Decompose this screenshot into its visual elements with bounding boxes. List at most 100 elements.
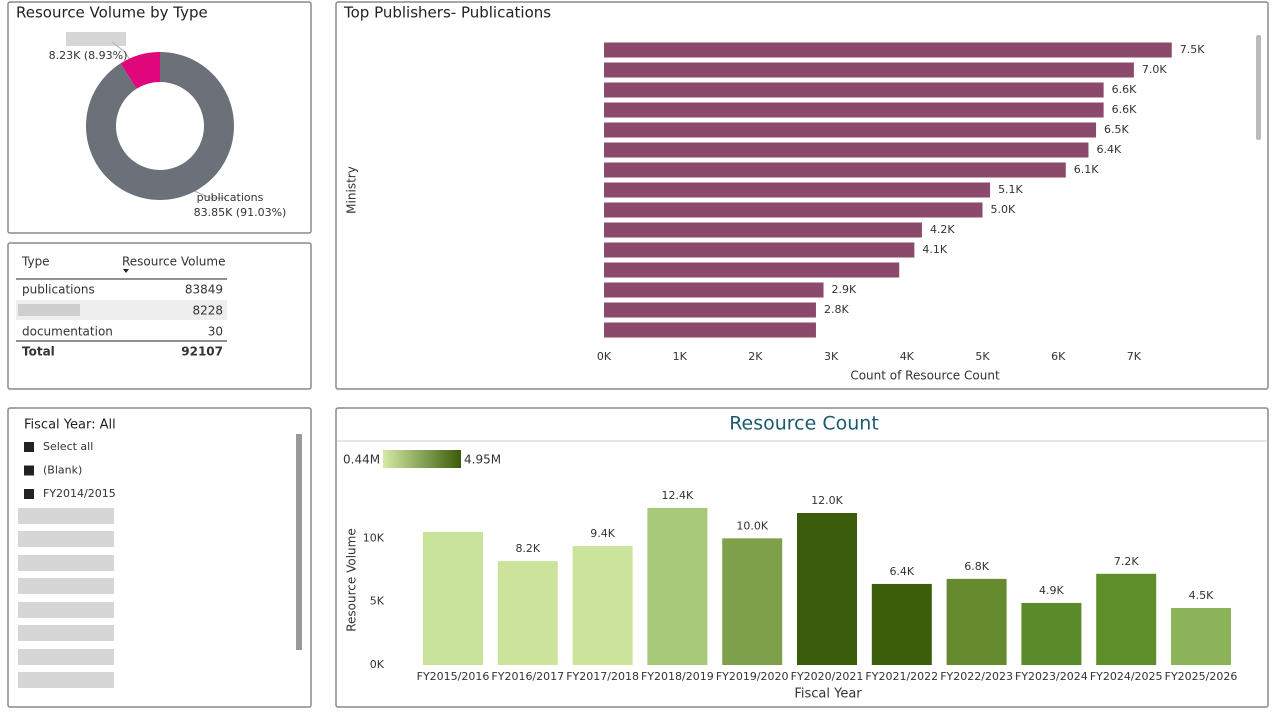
bar — [647, 507, 708, 665]
slicer-item[interactable]: (Blank) — [43, 464, 82, 477]
value-label: 12.0K — [811, 494, 843, 507]
bar-title: Top Publishers- Publications — [343, 4, 551, 22]
value-label: 12.4K — [662, 489, 694, 502]
color-scale — [383, 450, 461, 468]
checkbox[interactable] — [24, 465, 34, 476]
slicer-item[interactable]: FY2014/2015 — [43, 487, 116, 500]
bar — [604, 82, 1104, 98]
bar — [604, 322, 816, 338]
x-tick-label: 6K — [1051, 350, 1066, 363]
x-tick-label: FY2021/2022 — [865, 670, 938, 683]
value-label: 5.1K — [998, 183, 1023, 196]
y-tick-label: 5K — [370, 595, 385, 608]
scale-min: 0.44M — [343, 453, 380, 467]
table-cell: 8228 — [192, 304, 223, 318]
checkbox[interactable] — [24, 489, 34, 499]
bar — [604, 102, 1104, 118]
bar — [1021, 602, 1082, 665]
blurred-items — [18, 508, 114, 688]
value-label: 10.0K — [736, 519, 768, 532]
value-label: 8.2K — [515, 542, 540, 555]
x-axis-title: Fiscal Year — [794, 687, 862, 702]
bar — [604, 162, 1066, 178]
value-label: 5.0K — [991, 203, 1016, 216]
bar — [604, 122, 1097, 138]
checkbox[interactable] — [24, 442, 34, 452]
donut-slice — [120, 52, 160, 89]
bar — [604, 142, 1089, 158]
x-tick-label: 5K — [975, 350, 990, 363]
value-label: 4.9K — [1039, 584, 1064, 597]
slice-label: 83.85K (91.03%) — [194, 206, 287, 219]
total-label: Total — [22, 345, 55, 359]
x-tick-label: 2K — [748, 350, 763, 363]
bar — [604, 282, 824, 298]
bar — [1096, 573, 1157, 665]
bar — [604, 262, 900, 278]
bar — [722, 538, 783, 665]
bar — [497, 561, 558, 665]
value-label: 6.4K — [889, 565, 914, 578]
slicer-title: Fiscal Year: All — [24, 418, 116, 433]
blurred-label — [18, 304, 80, 316]
slice-label: 8.23K (8.93%) — [49, 49, 128, 62]
total-value: 92107 — [181, 345, 223, 359]
y-tick-label: 0K — [370, 658, 385, 671]
x-tick-label: FY2018/2019 — [641, 670, 714, 683]
value-label: 6.5K — [1104, 123, 1129, 136]
column-title: Resource Count — [729, 413, 879, 435]
bar — [604, 242, 915, 258]
slicer-item[interactable]: Select all — [43, 440, 93, 453]
bar — [604, 222, 922, 238]
x-tick-label: FY2020/2021 — [791, 670, 864, 683]
value-label: 4.2K — [930, 223, 955, 236]
x-tick-label: FY2025/2026 — [1165, 670, 1238, 683]
value-label: 7.0K — [1142, 63, 1167, 76]
bar — [1171, 608, 1231, 665]
value-label: 9.4K — [590, 527, 615, 540]
y-axis-title: Ministry — [345, 166, 359, 214]
blurred-label — [66, 32, 126, 46]
x-tick-label: FY2017/2018 — [566, 670, 639, 683]
slice-name: publications — [197, 191, 264, 204]
value-label: 6.6K — [1112, 103, 1137, 116]
table-header: Type — [21, 255, 50, 269]
value-label: 4.5K — [1189, 589, 1214, 602]
x-tick-label: 0K — [597, 350, 612, 363]
value-label: 2.8K — [824, 303, 849, 316]
table-cell: publications — [22, 283, 95, 297]
x-tick-label: FY2015/2016 — [417, 670, 490, 683]
x-tick-label: FY2023/2024 — [1015, 670, 1088, 683]
donut-slice — [86, 52, 234, 200]
bar — [946, 578, 1007, 665]
bar — [604, 182, 991, 198]
x-axis-title: Count of Resource Count — [850, 369, 1000, 383]
table-cell: 30 — [208, 325, 223, 339]
table-cell: 83849 — [185, 283, 223, 297]
bar — [871, 583, 932, 665]
bar — [604, 62, 1134, 78]
value-label: 4.1K — [922, 243, 947, 256]
leader-line — [191, 189, 226, 199]
bar — [604, 302, 816, 318]
bar — [604, 42, 1172, 58]
y-axis-title: Resource Volume — [345, 528, 359, 631]
donut-panel — [7, 1, 312, 234]
scrollbar[interactable] — [296, 434, 302, 650]
x-tick-label: FY2022/2023 — [940, 670, 1013, 683]
value-label: 6.1K — [1074, 163, 1099, 176]
x-tick-label: FY2016/2017 — [491, 670, 564, 683]
bar — [572, 545, 633, 665]
value-label: 6.8K — [964, 560, 989, 573]
scrollbar[interactable] — [1256, 35, 1261, 140]
bar — [604, 202, 983, 218]
sort-arrow[interactable] — [123, 269, 129, 273]
value-label: 2.9K — [832, 283, 857, 296]
bar — [797, 513, 857, 665]
value-label: 7.2K — [1114, 555, 1139, 568]
bar — [423, 532, 483, 665]
x-tick-label: 1K — [673, 350, 688, 363]
x-tick-label: 4K — [900, 350, 915, 363]
table-cell: documentation — [22, 325, 113, 339]
donut-title: Resource Volume by Type — [16, 4, 208, 22]
